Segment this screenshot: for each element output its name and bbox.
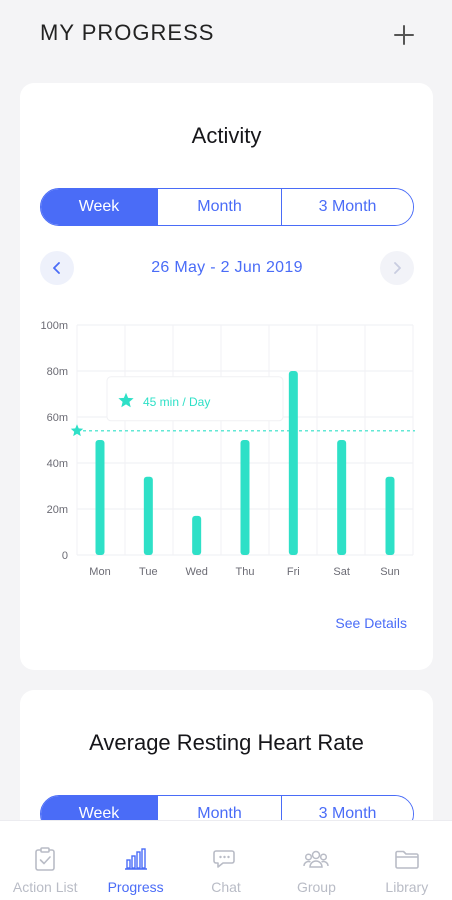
tab-label: Chat [211, 879, 241, 895]
segment-month[interactable]: Month [157, 189, 281, 225]
date-navigator: 26 May - 2 Jun 2019 [40, 251, 414, 285]
chat-bubble-icon [213, 850, 235, 868]
clipboard-check-icon [35, 847, 56, 871]
bar-mon [95, 440, 105, 555]
bar-fri [288, 371, 298, 555]
add-button[interactable] [388, 20, 420, 50]
chevron-left-icon [53, 262, 60, 274]
next-week-button[interactable] [380, 251, 414, 285]
tab-progress[interactable]: Progress [90, 821, 180, 900]
x-tick-label: Sun [380, 566, 400, 578]
tab-label: Action List [12, 879, 78, 895]
group-icon [303, 850, 330, 868]
y-tick-label: 100m [40, 320, 68, 332]
tooltip-star-icon [118, 392, 134, 408]
tab-action-list[interactable]: Action List [0, 821, 90, 900]
x-tick-label: Thu [236, 566, 255, 578]
x-tick-label: Wed [185, 566, 207, 578]
x-tick-label: Fri [287, 566, 300, 578]
tab-label: Progress [107, 879, 164, 895]
date-range: 26 May - 2 Jun 2019 [151, 259, 303, 276]
page-title: MY PROGRESS [40, 20, 215, 45]
x-tick-label: Mon [89, 566, 110, 578]
heart-rate-title: Average Resting Heart Rate [89, 730, 364, 755]
tab-label: Group [296, 879, 336, 895]
bar-tue [143, 476, 153, 555]
tab-label: Library [385, 879, 429, 895]
bottom-tab-bar: Action List Progress Chat Group [0, 820, 452, 900]
bar-chart-icon [124, 848, 147, 870]
y-tick-label: 40m [47, 458, 68, 470]
bar-wed [192, 515, 202, 555]
previous-week-button[interactable] [40, 251, 74, 285]
header: MY PROGRESS [0, 0, 452, 70]
segment-week[interactable]: Week [41, 189, 157, 225]
tooltip-text: 45 min / Day [143, 395, 210, 409]
x-tick-label: Sat [333, 566, 350, 578]
x-tick-label: Tue [139, 566, 158, 578]
activity-title: Activity [191, 123, 262, 148]
bar-sat [337, 440, 347, 555]
segment-3-month[interactable]: 3 Month [281, 189, 413, 225]
y-tick-label: 80m [47, 366, 68, 378]
chevron-right-icon [394, 262, 401, 274]
activity-card: Activity Week Month 3 Month 26 May - 2 J… [20, 83, 433, 670]
activity-period-selector: Week Month 3 Month [40, 188, 414, 226]
folder-icon [395, 850, 419, 869]
target-tooltip [106, 376, 284, 422]
y-tick-label: 20m [47, 504, 68, 516]
bar-sun [385, 476, 395, 555]
bar-thu [240, 440, 250, 555]
y-tick-label: 0 [62, 550, 68, 562]
tab-chat[interactable]: Chat [181, 821, 271, 900]
plus-icon [394, 25, 414, 45]
target-star-icon [70, 424, 84, 437]
tab-library[interactable]: Library [362, 821, 452, 900]
tab-group[interactable]: Group [271, 821, 361, 900]
y-tick-label: 60m [47, 412, 68, 424]
activity-bar-chart: 100m 80m 60m 40m 20m 0 Mon Tue Wed Thu Fri Sat Sun 45… [40, 320, 415, 578]
see-details-link[interactable]: See Details [335, 615, 407, 631]
